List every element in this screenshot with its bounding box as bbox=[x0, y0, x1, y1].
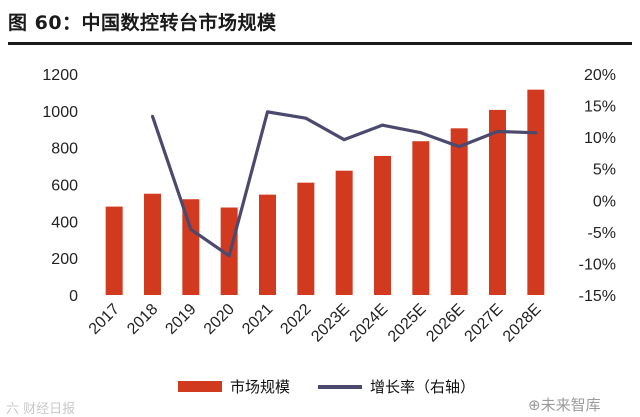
right-tick-label: 10% bbox=[584, 130, 616, 147]
x-tick-label: 2018 bbox=[124, 301, 161, 338]
left-tick-label: 200 bbox=[51, 251, 78, 268]
right-tick-label: -10% bbox=[579, 256, 616, 273]
bar-2025E bbox=[412, 141, 430, 295]
growth-point-2024E bbox=[381, 123, 384, 127]
growth-point-2019 bbox=[189, 227, 193, 231]
chart-title: 图 60：中国数控转台市场规模 bbox=[8, 12, 277, 34]
growth-point-2025E bbox=[419, 131, 423, 135]
growth-point-2028E bbox=[534, 131, 538, 135]
left-tick-label: 600 bbox=[51, 178, 78, 195]
x-tick-label: 2024E bbox=[347, 301, 392, 346]
right-tick-label: 0% bbox=[593, 193, 616, 210]
bar-2028E bbox=[527, 89, 545, 295]
growth-point-2027E bbox=[496, 129, 499, 133]
x-tick-label: 2023E bbox=[308, 301, 353, 346]
right-tick-label: 15% bbox=[584, 99, 616, 116]
watermark-right: ⊕未来智库 bbox=[528, 396, 601, 414]
x-tick-label: 2019 bbox=[162, 301, 199, 338]
bar-2027E bbox=[489, 109, 506, 295]
right-tick-label: -5% bbox=[588, 225, 616, 242]
bar-2021 bbox=[259, 194, 276, 295]
bar-2018 bbox=[144, 193, 161, 295]
legend-bar-label: 市场规模 bbox=[230, 378, 291, 396]
bar-2019 bbox=[182, 199, 200, 295]
x-tick-label: 2026E bbox=[423, 301, 468, 346]
growth-point-2022 bbox=[304, 116, 308, 120]
right-tick-label: -15% bbox=[579, 288, 616, 305]
x-tick-label: 2028E bbox=[500, 301, 545, 346]
x-tick-label: 2027E bbox=[462, 301, 507, 346]
x-tick-label: 2021 bbox=[239, 301, 276, 338]
growth-point-2021 bbox=[266, 110, 269, 114]
legend-bar: 市场规模 bbox=[178, 376, 290, 397]
growth-point-2026E bbox=[457, 145, 461, 149]
left-tick-label: 400 bbox=[51, 214, 78, 231]
bar-2024E bbox=[374, 155, 391, 295]
x-tick-label: 2025E bbox=[385, 301, 430, 346]
legend-line: 增长率（右轴） bbox=[318, 376, 475, 397]
growth-point-2020 bbox=[227, 254, 231, 258]
title-rule bbox=[8, 42, 632, 45]
left-axis: 0 200 400 600 800 1000 1200 bbox=[42, 67, 78, 305]
watermark-left: 六 财经日报 bbox=[6, 402, 76, 417]
right-tick-label: 20% bbox=[584, 67, 616, 84]
bar-2023E bbox=[335, 170, 353, 295]
legend-line-swatch bbox=[318, 384, 362, 389]
legend-bar-swatch bbox=[178, 381, 222, 392]
left-tick-label: 800 bbox=[51, 141, 78, 158]
legend-line-label: 增长率（右轴） bbox=[370, 378, 476, 396]
growth-point-2018 bbox=[151, 114, 154, 118]
x-tick-label: 2017 bbox=[86, 301, 123, 338]
right-axis: -15% -10% -5% 0% 5% 10% 15% 20% bbox=[579, 67, 616, 305]
bar-2017 bbox=[105, 206, 123, 295]
bar-2026E bbox=[450, 128, 468, 295]
x-axis: 2017 2018 2019 2020 2021 20222023E2024E2025E2… bbox=[86, 301, 545, 346]
growth-point-2023E bbox=[342, 138, 346, 142]
line-series bbox=[150, 110, 538, 258]
left-tick-label: 1200 bbox=[42, 67, 78, 84]
right-tick-label: 5% bbox=[593, 162, 616, 179]
left-tick-label: 1000 bbox=[42, 104, 78, 121]
left-tick-label: 0 bbox=[69, 288, 78, 305]
bar-2022 bbox=[297, 182, 315, 295]
x-tick-label: 2020 bbox=[201, 301, 238, 338]
bar-series bbox=[105, 89, 545, 295]
